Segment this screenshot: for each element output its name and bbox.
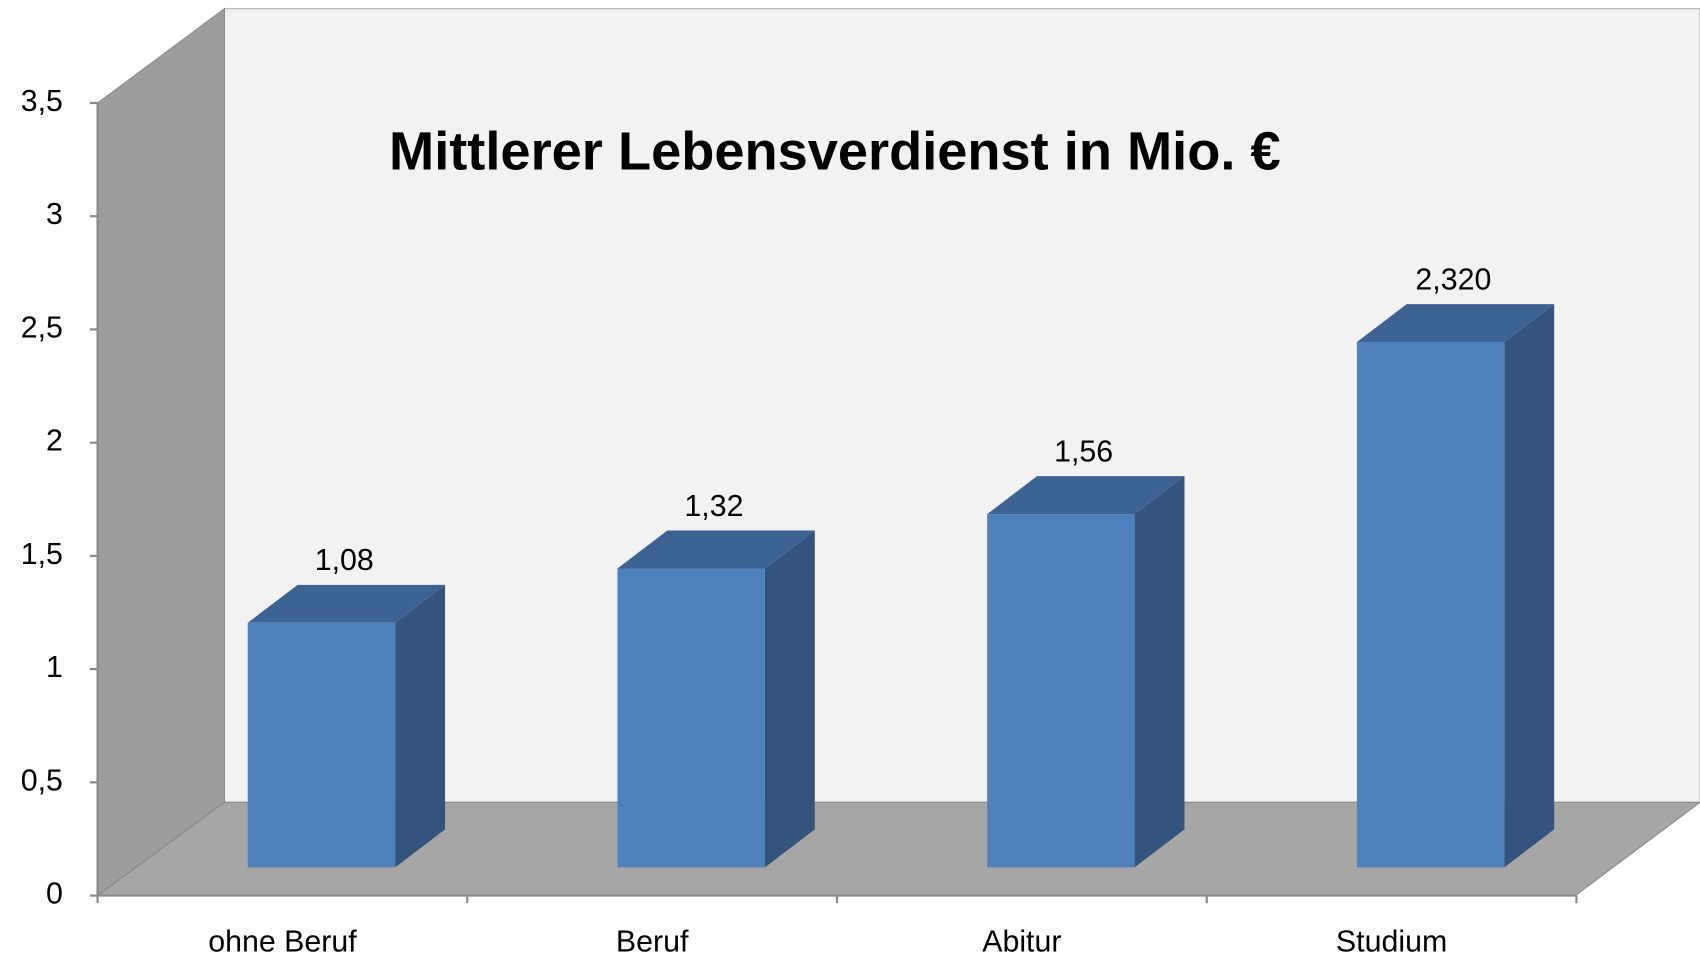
bar-side [764,530,815,868]
x-tick-label: Beruf [616,925,689,958]
bar [1356,342,1505,868]
bar [247,622,396,868]
x-tick-label: ohne Beruf [208,925,357,958]
y-tick-label: 2 [46,425,63,458]
data-label: 2,320 [1415,263,1491,296]
y-tick-label: 1,5 [21,538,63,571]
bar-top [987,476,1185,515]
data-label: 1,56 [1054,435,1113,468]
y-tick-label: 1 [46,651,63,684]
data-label: 1,08 [315,544,374,577]
x-tick-label: Studium [1336,925,1447,958]
data-label: 1,32 [684,490,743,523]
bar-top [247,584,446,623]
bar-side [1504,304,1555,868]
y-tick-label: 0 [46,878,63,911]
side-wall [97,7,225,897]
bar [987,514,1135,868]
bar [617,568,765,868]
y-tick-label: 3 [46,198,63,231]
bar-top [617,530,815,569]
x-tick-label: Abitur [982,925,1061,958]
y-tick-label: 0,5 [21,764,63,797]
bar-side [395,584,446,868]
y-tick-label: 2,5 [21,311,63,344]
bar-top [1356,304,1555,343]
chart-title: Mittlerer Lebensverdienst in Mio. € [389,121,1281,181]
bar-side [1134,476,1185,868]
plot: Mittlerer Lebensverdienst in Mio. € 0 0,5… [21,7,1700,958]
y-tick-label: 3,5 [21,85,63,118]
